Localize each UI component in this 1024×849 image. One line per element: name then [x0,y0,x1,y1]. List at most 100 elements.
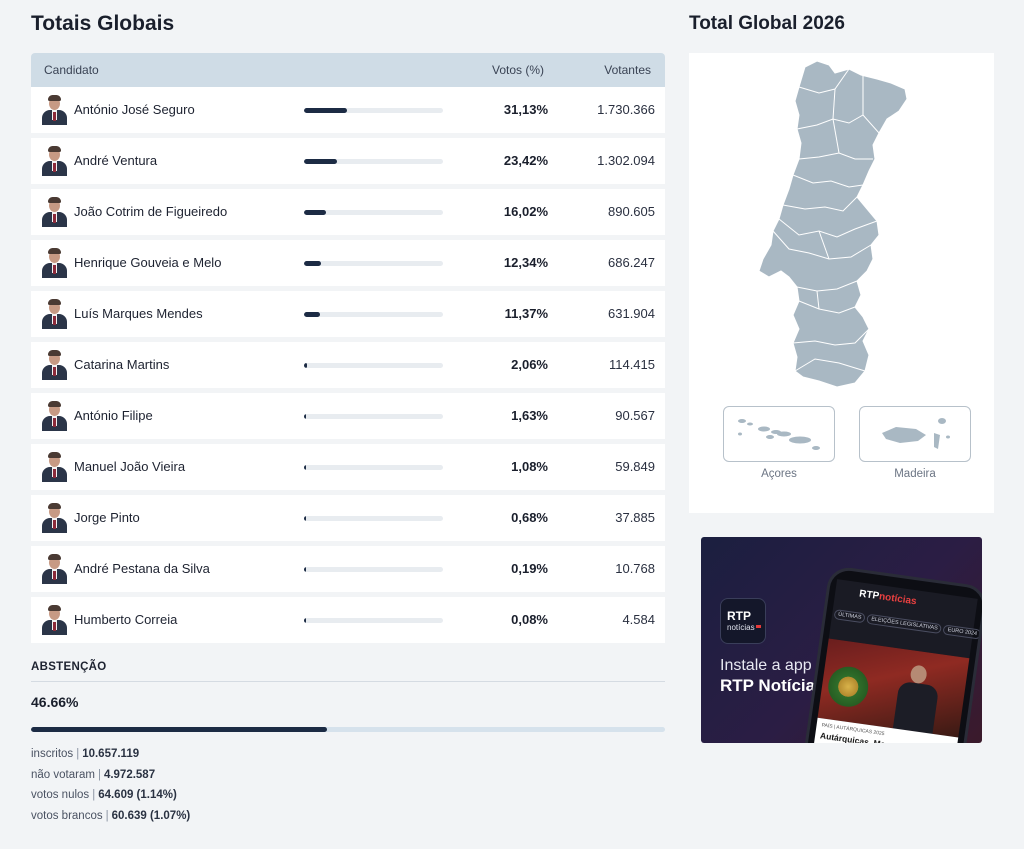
vote-share-bar [304,414,443,419]
vote-share-bar-fill [304,363,307,368]
candidate-name: Henrique Gouveia e Melo [74,255,222,270]
table-row[interactable]: Catarina Martins 2,06% 114.415 [31,342,665,388]
stat-label: votos brancos [31,809,103,822]
stat-label: não votaram [31,768,95,781]
candidate-name: João Cotrim de Figueiredo [74,204,228,219]
candidate-avatar [41,299,67,329]
table-row[interactable]: António José Seguro 31,13% 1.730.366 [31,87,665,133]
vote-share-bar-fill [304,312,320,317]
vote-share-bar-fill [304,516,306,521]
table-row[interactable]: Humberto Correia 0,08% 4.584 [31,597,665,643]
rtp-logo-icon: RTP notícias [720,598,766,644]
vote-percentage: 16,02% [503,204,548,219]
abstention-percentage: 46.66% [31,694,79,710]
vote-share-bar [304,516,443,521]
vote-count: 90.567 [615,408,655,423]
vote-percentage: 2,06% [511,357,548,372]
table-row[interactable]: Manuel João Vieira 1,08% 59.849 [31,444,665,490]
vote-share-bar [304,363,443,368]
rtp-app-ad[interactable]: RTP notícias Instale a app RTP Notícias … [701,537,982,743]
vote-percentage: 31,13% [503,102,548,117]
candidate-name: António José Seguro [74,102,195,117]
table-body: António José Seguro 31,13% 1.730.366 André … [31,87,665,643]
abstention-bar-fill [31,727,327,732]
vote-share-bar [304,618,443,623]
vote-share-bar-fill [304,414,306,419]
vote-share-bar [304,465,443,470]
ad-text-install: Instale a app [720,657,812,674]
vote-count: 114.415 [608,357,655,372]
candidate-name: Manuel João Vieira [74,459,186,474]
logo-text-rtp: RTP [727,609,751,623]
vote-share-bar-fill [304,618,306,623]
vote-share-bar [304,261,443,266]
mainland-shape[interactable] [759,60,908,388]
table-header: Candidato Votos (%) Votantes [31,53,665,87]
vote-count: 1.730.366 [597,102,655,117]
vote-share-bar-fill [304,465,306,470]
vote-share-bar-fill [304,261,321,266]
candidate-name: Catarina Martins [74,357,170,372]
vote-share-bar [304,312,443,317]
header-voters: Votantes [604,63,651,77]
header-votes-pct: Votos (%) [492,63,545,77]
candidate-name: Humberto Correia [74,612,178,627]
vote-share-bar [304,210,443,215]
abstention-stats: inscritos | 10.657.119 não votaram | 4.972.58… [31,748,190,830]
vote-share-bar-fill [304,210,326,215]
stat-value: 64.609 (1.14%) [98,789,177,801]
table-row[interactable]: Luís Marques Mendes 11,37% 631.904 [31,291,665,337]
abstention-divider [31,681,665,682]
results-table: Candidato Votos (%) Votantes António Jos… [31,53,665,643]
azores-map-button[interactable] [723,406,835,462]
vote-share-bar-fill [304,567,306,572]
header-candidate: Candidato [44,63,99,77]
portugal-map-icon[interactable] [759,59,919,389]
totals-title: Totais Globais [31,12,175,35]
table-row[interactable]: André Pestana da Silva 0,19% 10.768 [31,546,665,592]
table-row[interactable]: Henrique Gouveia e Melo 12,34% 686.247 [31,240,665,286]
vote-percentage: 0,68% [511,510,548,525]
table-row[interactable]: João Cotrim de Figueiredo 16,02% 890.605 [31,189,665,235]
vote-share-bar-fill [304,108,347,113]
candidate-avatar [41,401,67,431]
vote-count: 10.768 [615,561,655,576]
map-title: Total Global 2026 [689,13,845,34]
candidate-avatar [41,146,67,176]
abstention-stat: votos brancos | 60.639 (1.07%) [31,810,190,831]
stat-separator: | [97,768,101,781]
vote-share-bar-fill [304,159,337,164]
vote-share-bar [304,567,443,572]
vote-percentage: 0,08% [511,612,548,627]
table-row[interactable]: André Ventura 23,42% 1.302.094 [31,138,665,184]
candidate-avatar [41,197,67,227]
madeira-map-button[interactable] [859,406,971,462]
abstention-stat: votos nulos | 64.609 (1.14%) [31,789,190,810]
candidate-name: Luís Marques Mendes [74,306,203,321]
stat-label: inscritos [31,748,74,760]
vote-percentage: 1,08% [511,459,548,474]
abstention-title: ABSTENÇÃO [31,661,107,673]
vote-count: 59.849 [615,459,655,474]
stat-value: 60.639 (1.07%) [111,809,191,822]
candidate-name: Jorge Pinto [74,510,140,525]
table-row[interactable]: Jorge Pinto 0,68% 37.885 [31,495,665,541]
candidate-name: António Filipe [74,408,153,423]
abstention-stat: não votaram | 4.972.587 [31,769,190,790]
candidate-name: André Ventura [74,153,158,168]
madeira-label: Madeira [894,468,936,480]
district-borders [772,68,880,372]
madeira-islands-icon [882,418,950,449]
abstention-stat: inscritos | 10.657.119 [31,748,190,769]
vote-count: 686.247 [608,255,655,270]
vote-count: 1.302.094 [597,153,655,168]
vote-percentage: 12,34% [503,255,548,270]
abstention-bar [31,727,665,732]
vote-share-bar [304,108,443,113]
stat-separator: | [76,748,80,760]
table-row[interactable]: António Filipe 1,63% 90.567 [31,393,665,439]
map-card: Açores Madeira [689,53,994,513]
stat-separator: | [92,789,96,801]
stat-value: 10.657.119 [82,748,140,760]
candidate-avatar [41,503,67,533]
